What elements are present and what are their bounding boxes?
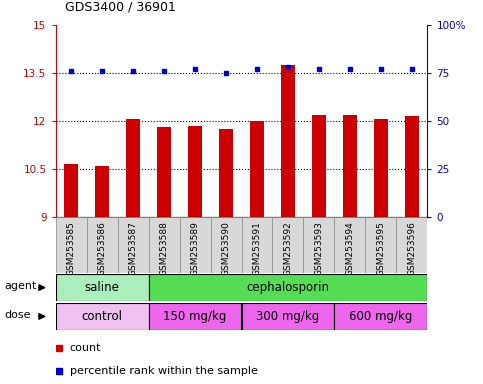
Bar bbox=[211, 217, 242, 273]
Text: agent: agent bbox=[4, 281, 37, 291]
Bar bbox=[397, 217, 427, 273]
Text: GDS3400 / 36901: GDS3400 / 36901 bbox=[65, 0, 176, 13]
Text: GSM253595: GSM253595 bbox=[376, 221, 385, 276]
Bar bbox=[95, 166, 109, 217]
Bar bbox=[366, 217, 397, 273]
Bar bbox=[343, 115, 357, 217]
Bar bbox=[180, 217, 211, 273]
Bar bbox=[250, 121, 264, 217]
Text: GSM253589: GSM253589 bbox=[190, 221, 199, 276]
Bar bbox=[312, 114, 326, 217]
Text: cephalosporin: cephalosporin bbox=[246, 281, 329, 294]
Bar bbox=[157, 127, 171, 217]
Bar bbox=[117, 217, 149, 273]
Text: control: control bbox=[82, 310, 123, 323]
Bar bbox=[242, 303, 334, 330]
Text: 600 mg/kg: 600 mg/kg bbox=[349, 310, 412, 323]
Text: GSM253590: GSM253590 bbox=[222, 221, 230, 276]
Text: percentile rank within the sample: percentile rank within the sample bbox=[70, 366, 258, 376]
Bar bbox=[64, 164, 78, 217]
Bar bbox=[56, 274, 149, 301]
Text: 300 mg/kg: 300 mg/kg bbox=[256, 310, 320, 323]
Bar bbox=[242, 217, 272, 273]
Text: GSM253585: GSM253585 bbox=[67, 221, 75, 276]
Bar bbox=[86, 217, 117, 273]
Text: 150 mg/kg: 150 mg/kg bbox=[163, 310, 227, 323]
Bar bbox=[188, 126, 202, 217]
Text: GSM253593: GSM253593 bbox=[314, 221, 324, 276]
Text: GSM253587: GSM253587 bbox=[128, 221, 138, 276]
Text: GSM253588: GSM253588 bbox=[159, 221, 169, 276]
Bar bbox=[303, 217, 334, 273]
Text: dose: dose bbox=[4, 310, 31, 320]
Text: count: count bbox=[70, 343, 101, 354]
Bar bbox=[374, 119, 388, 217]
Bar bbox=[281, 65, 295, 217]
Bar bbox=[56, 303, 149, 330]
Text: GSM253586: GSM253586 bbox=[98, 221, 107, 276]
Bar bbox=[149, 274, 427, 301]
Text: saline: saline bbox=[85, 281, 119, 294]
Text: GSM253594: GSM253594 bbox=[345, 221, 355, 276]
Text: GSM253592: GSM253592 bbox=[284, 221, 293, 276]
Bar bbox=[334, 217, 366, 273]
Bar bbox=[126, 119, 140, 217]
Bar bbox=[219, 129, 233, 217]
Bar bbox=[334, 303, 427, 330]
Bar bbox=[149, 303, 242, 330]
Text: GSM253596: GSM253596 bbox=[408, 221, 416, 276]
Text: GSM253591: GSM253591 bbox=[253, 221, 261, 276]
Bar bbox=[405, 116, 419, 217]
Bar bbox=[272, 217, 303, 273]
Bar bbox=[56, 217, 86, 273]
Bar bbox=[149, 217, 180, 273]
